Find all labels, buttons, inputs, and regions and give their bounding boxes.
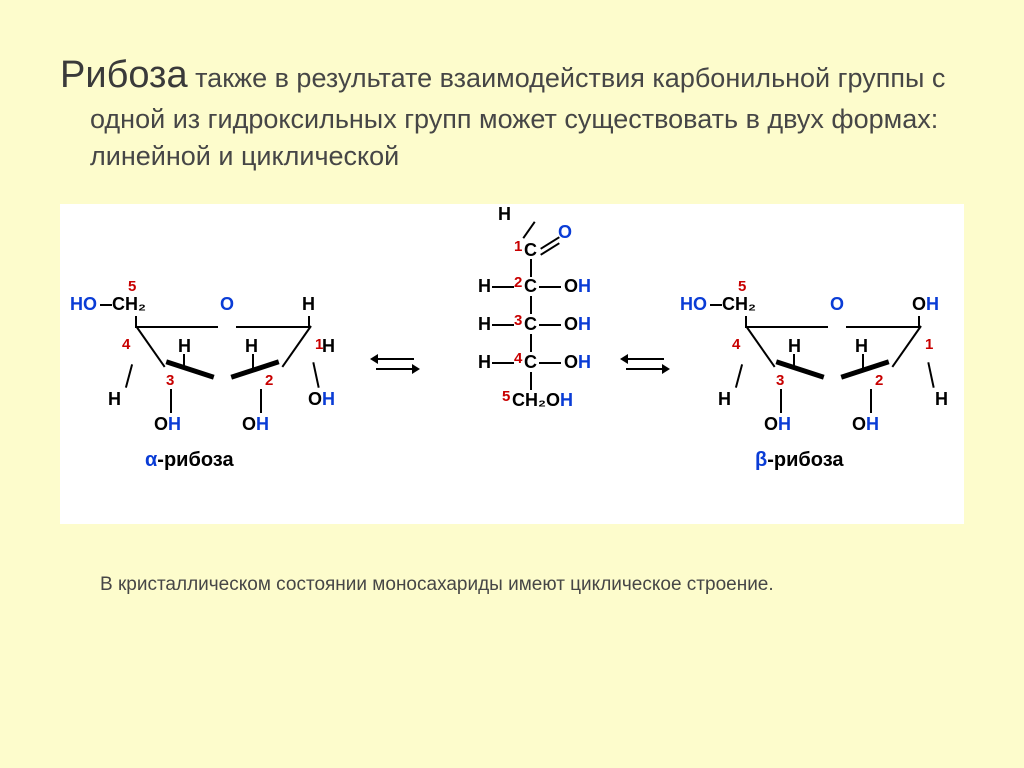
beta-n1: 1 [925,336,933,353]
beta-greek: β [755,449,767,471]
alpha-h-top: H [302,294,315,315]
beta-n4: 4 [732,336,740,353]
chemistry-diagram: HO 5 CH₂ O H 4 3 2 1 H H H OH OH [60,204,964,524]
alpha-n4: 4 [122,336,130,353]
beta-n5: 5 [738,278,746,295]
lin-h-top: H [498,204,511,225]
alpha-h1u: H [322,336,335,357]
equilibrium-left [370,354,420,378]
lin-h4: H [478,352,491,373]
lin-n1: 1 [514,238,522,255]
lin-n4: 4 [514,350,522,367]
alpha-h4: H [108,389,121,410]
slide-title: Рибоза также в результате взаимодействия… [60,50,964,174]
lin-h3: H [478,314,491,335]
beta-label: -рибоза [767,449,843,471]
beta-ribose: HO 5 CH₂ O OH 4 3 2 1 H H H OH OH H β-ри… [680,254,960,494]
alpha-n2: 2 [265,372,273,389]
lin-c3: C [524,314,537,335]
lin-c4: C [524,352,537,373]
lin-n5: 5 [502,388,510,405]
linear-ribose: H O 1 C H 2 C OH H 3 C OH H 4 C OH [440,204,620,484]
beta-h4: H [718,389,731,410]
lin-n2: 2 [514,274,522,291]
alpha-ho: HO [70,294,97,314]
lin-c2: C [524,276,537,297]
alpha-n3: 3 [166,372,174,389]
alpha-ch2: CH₂ [112,294,146,315]
beta-ch2: CH₂ [722,294,756,315]
lin-c1: C [524,240,537,261]
equilibrium-right [620,354,670,378]
footnote: В кристаллическом состоянии моносахариды… [60,574,964,596]
title-word: Рибоза [60,54,188,96]
alpha-n5: 5 [128,278,136,295]
beta-o-ring: O [830,294,844,315]
alpha-label: -рибоза [157,449,233,471]
beta-n2: 2 [875,372,883,389]
beta-h1d: H [935,389,948,410]
alpha-greek: α [145,449,157,471]
alpha-oh3: O [154,414,168,434]
beta-ho: HO [680,294,707,314]
title-rest: также в результате взаимодействия карбон… [90,63,945,171]
alpha-ribose: HO 5 CH₂ O H 4 3 2 1 H H H OH OH [70,254,350,494]
lin-n3: 3 [514,312,522,329]
alpha-o-ring: O [220,294,234,315]
beta-n3: 3 [776,372,784,389]
lin-h2: H [478,276,491,297]
lin-o-ald: O [558,222,572,243]
alpha-oh2: O [242,414,256,434]
